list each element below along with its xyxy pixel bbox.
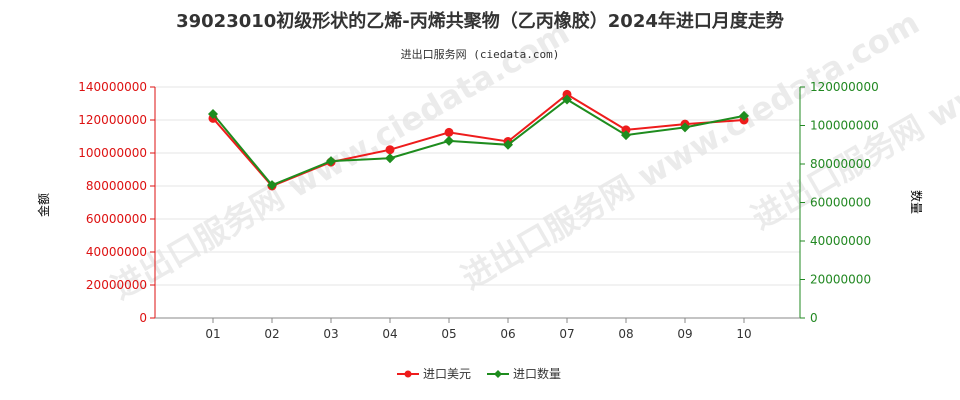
x-tick-label: 08 [618,327,633,341]
chart-title: 39023010初级形状的乙烯-丙烯共聚物（乙丙橡胶）2024年进口月度走势 [176,10,784,32]
y-right-tick-label: 0 [810,311,818,325]
data-point [562,94,572,105]
data-point [326,156,336,167]
y-left-tick-label: 80000000 [86,179,147,193]
x-tick-label: 01 [205,327,220,341]
chart-subtitle: 进出口服务网 (ciedata.com) [401,47,560,61]
legend-swatch-marker [494,370,502,378]
y-right-tick-label: 80000000 [810,157,871,171]
data-point [385,145,395,155]
y-right-tick-label: 20000000 [810,273,871,287]
y-left-tick-label: 60000000 [86,212,147,226]
axes: 0 20000000 40000000 60000000 80000000 1000000… [78,80,878,341]
x-tick-label: 10 [736,327,751,341]
x-tick-label: 07 [559,327,574,341]
x-tick-label: 03 [323,327,338,341]
x-tick-label: 09 [677,327,692,341]
data-point [444,127,454,137]
data-point [503,139,513,150]
data-point [621,125,631,135]
x-tick-label: 06 [500,327,515,341]
data-point [739,110,749,121]
data-point [385,153,395,164]
series-line [212,98,745,187]
x-tick-label: 05 [441,327,456,341]
data-point [621,130,631,141]
legend-label: 进口美元 [423,367,471,381]
y-left-tick-label: 0 [139,311,147,325]
y-left-tick-label: 20000000 [86,278,147,292]
x-tick-label: 02 [264,327,279,341]
y-left-axis-label: 金额 [36,193,51,217]
x-tick-label: 04 [382,327,397,341]
data-point [680,122,690,133]
y-left-tick-label: 40000000 [86,245,147,259]
series-layer [208,89,749,191]
data-point [208,108,218,119]
y-left-tick-label: 140000000 [78,80,147,94]
y-left-tick-label: 120000000 [78,113,147,127]
legend-swatch-marker [404,370,412,378]
y-right-tick-label: 100000000 [810,119,879,133]
data-point [267,180,277,191]
legend: 进口美元 进口数量 [397,366,561,381]
y-right-tick-label: 40000000 [810,234,871,248]
y-right-tick-label: 60000000 [810,196,871,210]
data-point [444,135,454,146]
y-right-axis-label: 数量 [909,190,924,214]
y-right-tick-label: 120000000 [810,80,879,94]
y-left-tick-label: 100000000 [78,146,147,160]
data-point [562,89,572,99]
legend-label: 进口数量 [513,366,561,381]
